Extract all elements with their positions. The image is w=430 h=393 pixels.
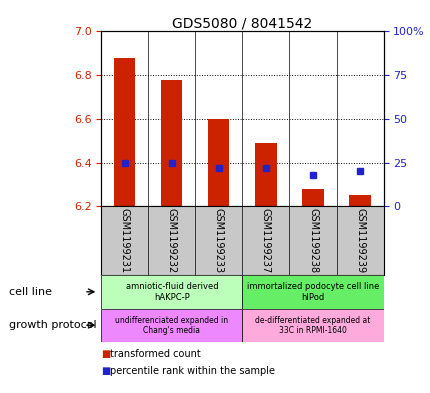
Bar	[208, 119, 229, 206]
Text: GSM1199238: GSM1199238	[307, 208, 317, 274]
Bar	[114, 58, 135, 206]
Bar	[302, 189, 323, 206]
Text: ■: ■	[101, 349, 110, 359]
Text: undifferenciated expanded in
Chang's media: undifferenciated expanded in Chang's med…	[115, 316, 228, 335]
Text: percentile rank within the sample: percentile rank within the sample	[110, 366, 274, 376]
Bar	[255, 143, 276, 206]
Text: GSM1199232: GSM1199232	[166, 208, 176, 274]
Text: GSM1199231: GSM1199231	[120, 208, 129, 274]
Bar	[101, 275, 242, 309]
Text: growth protocol: growth protocol	[9, 320, 96, 330]
Text: GSM1199237: GSM1199237	[260, 208, 270, 274]
Text: transformed count: transformed count	[110, 349, 200, 359]
Text: ■: ■	[101, 366, 110, 376]
Text: GSM1199233: GSM1199233	[213, 208, 224, 274]
Text: de-differentiated expanded at
33C in RPMI-1640: de-differentiated expanded at 33C in RPM…	[255, 316, 370, 335]
Bar	[349, 195, 370, 206]
Bar	[101, 309, 242, 342]
Text: cell line: cell line	[9, 287, 52, 297]
Text: amniotic-fluid derived
hAKPC-P: amniotic-fluid derived hAKPC-P	[125, 282, 218, 301]
Bar	[242, 309, 383, 342]
Bar	[161, 79, 182, 206]
Text: GSM1199239: GSM1199239	[354, 208, 364, 274]
Bar	[242, 275, 383, 309]
Title: GDS5080 / 8041542: GDS5080 / 8041542	[172, 16, 312, 30]
Text: immortalized podocyte cell line
hIPod: immortalized podocyte cell line hIPod	[246, 282, 378, 301]
